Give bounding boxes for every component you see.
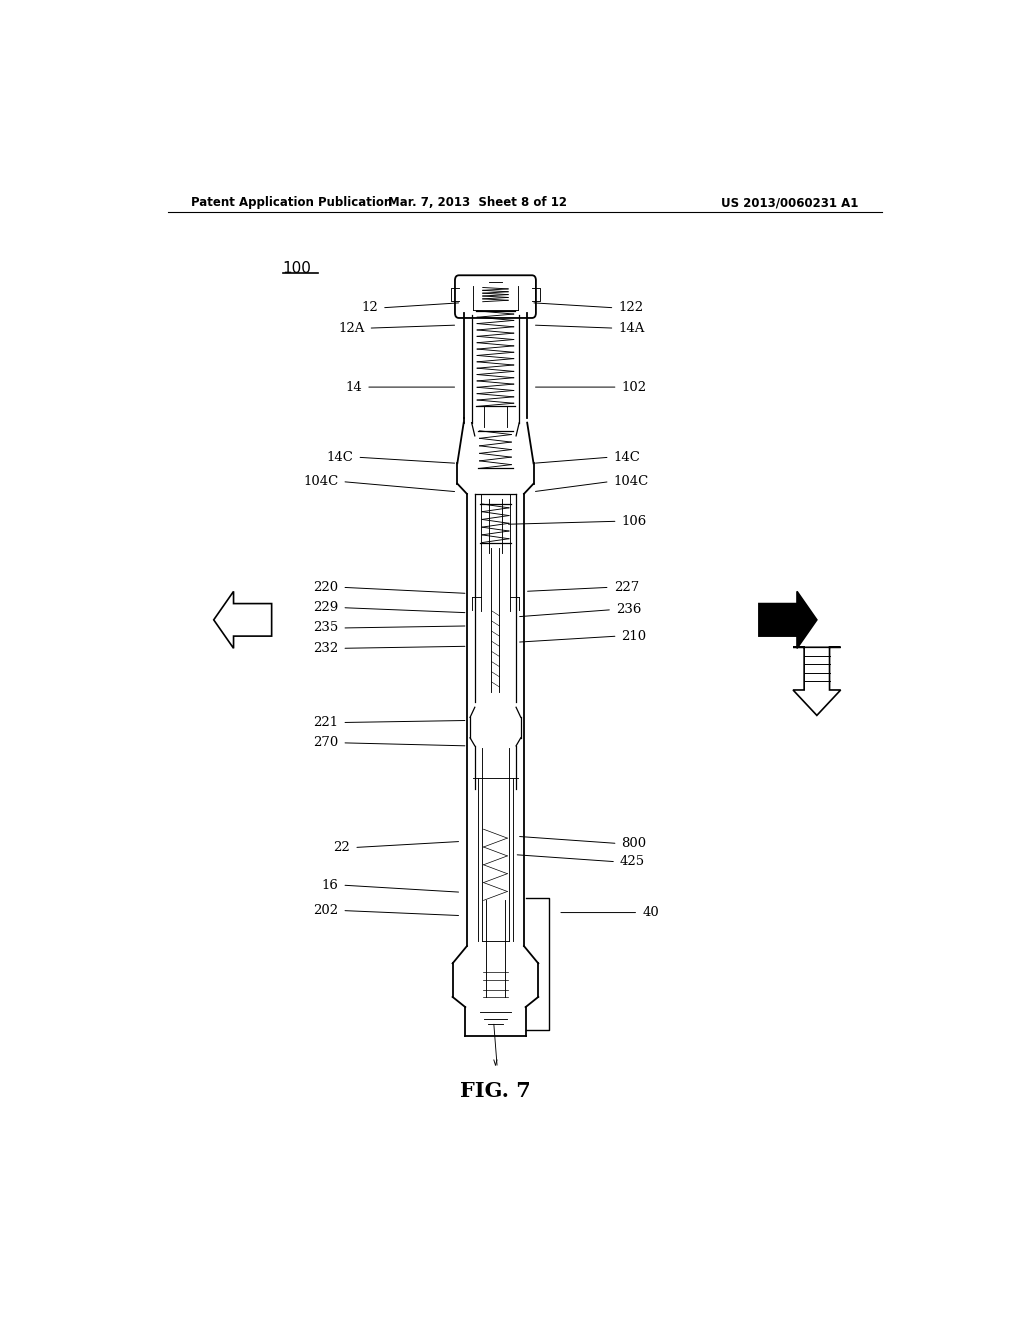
Text: 102: 102 (622, 380, 647, 393)
Text: 220: 220 (313, 581, 338, 594)
Text: 227: 227 (613, 581, 639, 594)
Text: 14A: 14A (618, 322, 645, 335)
FancyBboxPatch shape (455, 276, 536, 318)
Text: 202: 202 (313, 904, 338, 917)
Text: 270: 270 (313, 737, 338, 750)
Text: Patent Application Publication: Patent Application Publication (191, 197, 393, 209)
Polygon shape (214, 591, 271, 648)
Text: 40: 40 (642, 906, 659, 919)
Text: 210: 210 (622, 630, 647, 643)
Text: 100: 100 (283, 260, 311, 276)
Text: Mar. 7, 2013  Sheet 8 of 12: Mar. 7, 2013 Sheet 8 of 12 (388, 197, 566, 209)
Text: 104C: 104C (613, 475, 649, 488)
Text: 425: 425 (620, 855, 645, 869)
Text: US 2013/0060231 A1: US 2013/0060231 A1 (721, 197, 858, 209)
Text: 16: 16 (322, 879, 338, 891)
Text: 229: 229 (313, 601, 338, 614)
Text: 14C: 14C (327, 450, 353, 463)
Text: 235: 235 (313, 622, 338, 635)
Text: 14C: 14C (613, 450, 641, 463)
Text: 22: 22 (334, 841, 350, 854)
Text: 122: 122 (618, 301, 643, 314)
Text: 14: 14 (345, 380, 362, 393)
Text: 236: 236 (616, 603, 641, 616)
Text: 104C: 104C (303, 475, 338, 488)
Polygon shape (759, 591, 817, 648)
Text: 800: 800 (622, 837, 647, 850)
Text: 221: 221 (313, 715, 338, 729)
Text: 12A: 12A (338, 322, 365, 335)
Text: 232: 232 (313, 642, 338, 655)
Text: 106: 106 (622, 515, 647, 528)
Text: 12: 12 (361, 301, 378, 314)
Polygon shape (793, 647, 841, 715)
Text: FIG. 7: FIG. 7 (460, 1081, 530, 1101)
